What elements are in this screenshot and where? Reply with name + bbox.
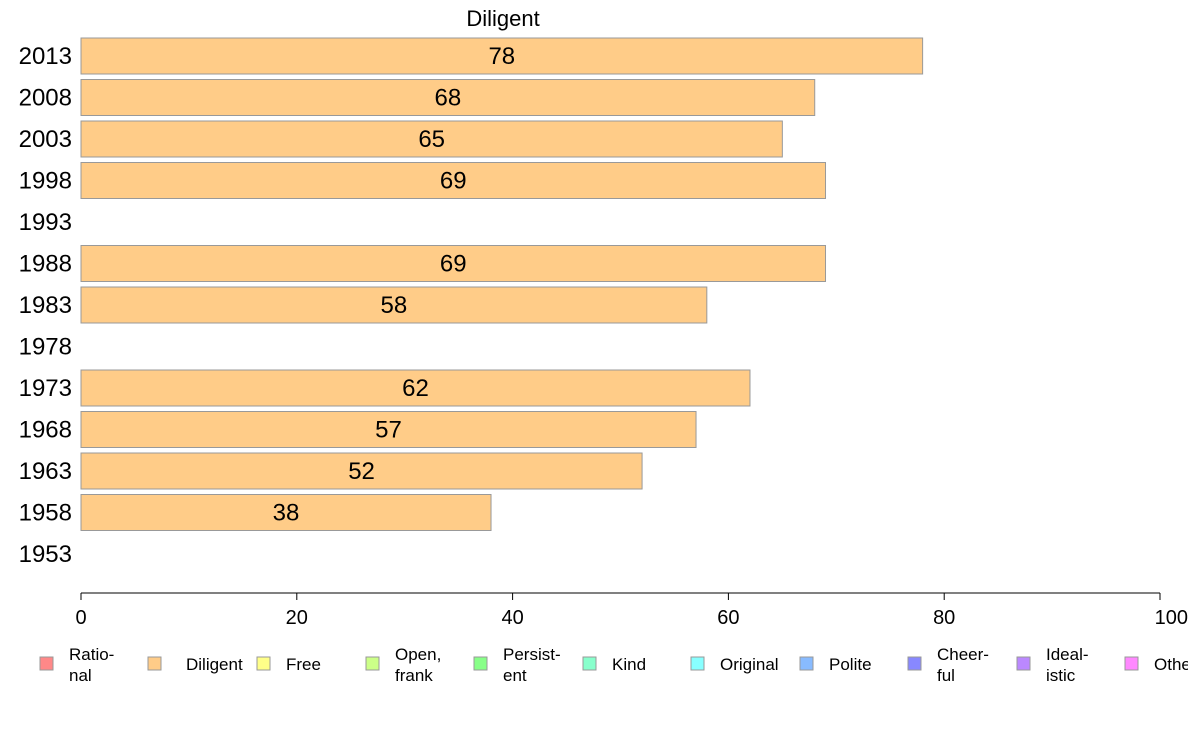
legend-label: Kind — [612, 655, 646, 674]
y-tick-label: 2008 — [19, 85, 72, 112]
legend-swatch — [147, 656, 162, 671]
chart-title: Diligent — [466, 6, 539, 31]
legend-label: nal — [69, 666, 92, 685]
bar — [80, 79, 816, 116]
y-tick-label: 1963 — [19, 458, 72, 485]
legend-swatch — [1016, 656, 1031, 671]
bar-value-label: 69 — [440, 168, 467, 195]
y-tick-label: 1993 — [19, 209, 72, 236]
y-tick-label: 1983 — [19, 292, 72, 319]
bar-value-label: 65 — [418, 126, 445, 153]
bar — [80, 411, 697, 448]
x-tick-label: 40 — [501, 607, 523, 629]
legend-label: frank — [395, 666, 433, 685]
legend-label: Ratio- — [69, 645, 114, 664]
legend-label: ful — [937, 666, 955, 685]
x-tick-label: 80 — [933, 607, 955, 629]
y-tick-label: 1998 — [19, 168, 72, 195]
bar — [80, 245, 827, 282]
legend-swatch — [582, 656, 597, 671]
x-tick-label: 100 — [1155, 607, 1188, 629]
y-tick-label: 1978 — [19, 334, 72, 361]
y-tick-label: 1973 — [19, 375, 72, 402]
bar — [80, 452, 643, 490]
legend-swatch — [690, 656, 705, 671]
bar-value-label: 52 — [348, 458, 375, 485]
legend-swatch — [39, 656, 54, 671]
y-tick-label: 2013 — [19, 43, 72, 70]
legend-label: Cheer- — [937, 645, 989, 664]
bar-value-label: 69 — [440, 251, 467, 278]
bar-value-label: 62 — [402, 375, 429, 402]
legend-label: Open, — [395, 645, 441, 664]
bar — [80, 162, 827, 199]
legend: Ratio-nal Diligent Free Open, frank Persist-e… — [39, 645, 1188, 685]
y-tick-label: 1958 — [19, 500, 72, 527]
legend-swatch — [365, 656, 380, 671]
legend-label: ent — [503, 666, 527, 685]
legend-label: Diligent — [186, 655, 243, 674]
y-tick-label: 2003 — [19, 126, 72, 153]
legend-label: Othe — [1154, 655, 1188, 674]
bar-value-label: 78 — [488, 43, 515, 70]
legend-swatch — [799, 656, 814, 671]
bar — [80, 494, 492, 531]
x-tick-label: 60 — [717, 607, 739, 629]
legend-label: Persist- — [503, 645, 561, 664]
bar — [80, 120, 783, 158]
legend-label: istic — [1046, 666, 1076, 685]
legend-swatch — [256, 656, 271, 671]
legend-swatch — [473, 656, 488, 671]
bar — [80, 369, 751, 407]
bar-value-label: 38 — [273, 500, 300, 527]
x-tick-label: 0 — [75, 607, 86, 629]
legend-label: Polite — [829, 655, 872, 674]
bar — [80, 37, 924, 75]
y-tick-label: 1953 — [19, 541, 72, 568]
bar-value-label: 68 — [435, 85, 462, 112]
legend-swatch — [1124, 656, 1139, 671]
bars-group: 2013 78 2008 68 2003 65 1998 69 1993 1988 69 1983 58… — [19, 37, 924, 568]
legend-label: Ideal- — [1046, 645, 1089, 664]
x-tick-label: 20 — [286, 607, 308, 629]
legend-label: Original — [720, 655, 779, 674]
bar-value-label: 57 — [375, 417, 402, 444]
bar — [80, 286, 708, 324]
legend-label: Free — [286, 655, 321, 674]
y-tick-label: 1968 — [19, 417, 72, 444]
y-tick-label: 1988 — [19, 251, 72, 278]
legend-swatch — [907, 656, 922, 671]
bar-value-label: 58 — [381, 292, 408, 319]
x-axis: 0 20 40 60 80 100 — [75, 592, 1188, 629]
